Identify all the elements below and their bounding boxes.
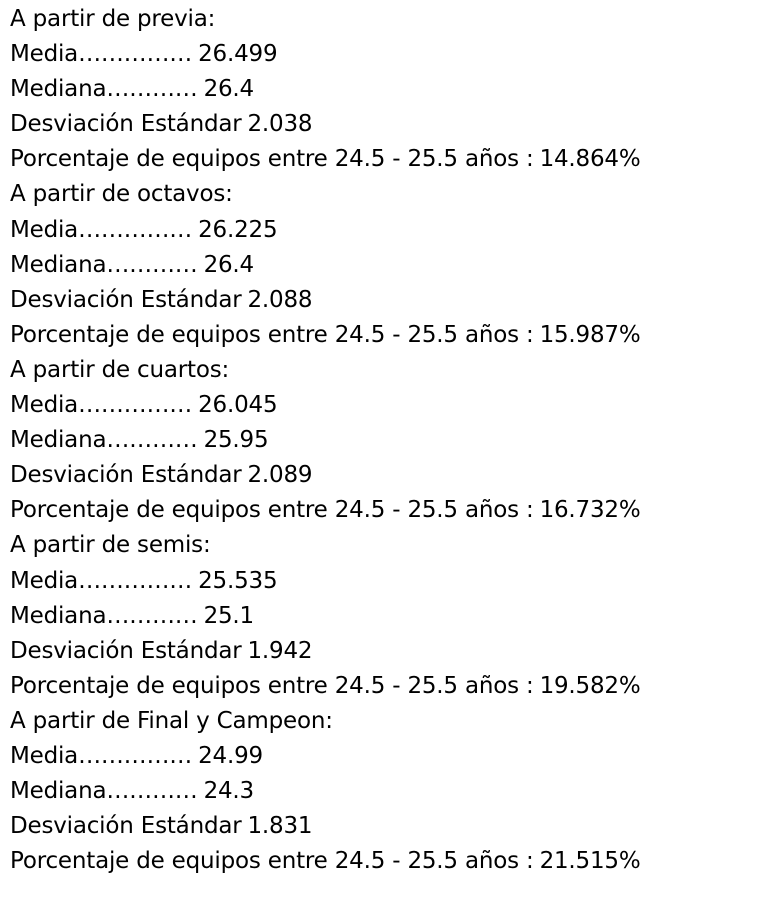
media-row: Media…………… 25.535	[10, 564, 760, 599]
section-heading: A partir de Final y Campeon:	[10, 707, 333, 734]
media-label: Media……………	[10, 742, 193, 769]
media-value: 25.535	[198, 567, 278, 594]
mediana-value: 24.3	[203, 778, 255, 805]
media-label: Media……………	[10, 216, 193, 243]
porcentaje-label: Porcentaje de equipos entre 24.5 - 25.5 …	[10, 321, 534, 348]
section-heading: A partir de previa:	[10, 6, 216, 32]
porcentaje-row: Porcentaje de equipos entre 24.5 - 25.5 …	[10, 669, 760, 704]
section-semis: A partir de semis: Media…………… 25.535 Medi…	[10, 528, 760, 703]
mediana-value: 26.4	[203, 76, 255, 103]
media-row: Media…………… 26.045	[10, 388, 760, 423]
mediana-row: Mediana………… 26.4	[10, 248, 760, 283]
media-value: 26.499	[198, 41, 278, 68]
section-heading: A partir de cuartos:	[10, 356, 230, 383]
desviacion-row: Desviación Estándar 1.942	[10, 634, 760, 669]
mediana-row: Mediana………… 25.1	[10, 599, 760, 634]
section-previa: A partir de previa: Media…………… 26.499 Med…	[10, 2, 760, 177]
porcentaje-value: 15.987%	[539, 321, 641, 348]
media-row: Media…………… 24.99	[10, 739, 760, 774]
desviacion-value: 2.038	[247, 111, 313, 138]
desviacion-value: 1.942	[247, 637, 313, 664]
mediana-row: Mediana………… 25.95	[10, 423, 760, 458]
desviacion-value: 2.088	[247, 286, 313, 313]
porcentaje-label: Porcentaje de equipos entre 24.5 - 25.5 …	[10, 146, 534, 173]
desviacion-row: Desviación Estándar 2.088	[10, 283, 760, 318]
mediana-row: Mediana………… 24.3	[10, 774, 760, 809]
desviacion-label: Desviación Estándar	[10, 462, 242, 489]
mediana-label: Mediana…………	[10, 427, 198, 454]
desviacion-label: Desviación Estándar	[10, 111, 242, 138]
mediana-label: Mediana…………	[10, 602, 198, 629]
mediana-value: 25.95	[203, 427, 269, 454]
mediana-label: Mediana…………	[10, 76, 198, 103]
porcentaje-value: 19.582%	[539, 672, 641, 699]
media-label: Media……………	[10, 567, 193, 594]
desviacion-label: Desviación Estándar	[10, 813, 242, 840]
porcentaje-row: Porcentaje de equipos entre 24.5 - 25.5 …	[10, 142, 760, 177]
porcentaje-value: 21.515%	[539, 848, 641, 875]
desviacion-label: Desviación Estándar	[10, 286, 242, 313]
media-label: Media……………	[10, 41, 193, 68]
mediana-label: Mediana…………	[10, 251, 198, 278]
section-octavos: A partir de octavos: Media…………… 26.225 Me…	[10, 177, 760, 352]
porcentaje-label: Porcentaje de equipos entre 24.5 - 25.5 …	[10, 672, 534, 699]
mediana-value: 25.1	[203, 602, 255, 629]
media-label: Media……………	[10, 392, 193, 419]
porcentaje-label: Porcentaje de equipos entre 24.5 - 25.5 …	[10, 497, 534, 524]
media-value: 24.99	[198, 742, 263, 769]
section-cuartos: A partir de cuartos: Media…………… 26.045 Me…	[10, 353, 760, 528]
desviacion-row: Desviación Estándar 2.089	[10, 458, 760, 493]
section-heading: A partir de semis:	[10, 532, 211, 559]
porcentaje-row: Porcentaje de equipos entre 24.5 - 25.5 …	[10, 318, 760, 353]
desviacion-value: 2.089	[247, 462, 313, 489]
section-final-campeon: A partir de Final y Campeon: Media…………… 2…	[10, 704, 760, 879]
desviacion-row: Desviación Estándar 1.831	[10, 809, 760, 844]
porcentaje-row: Porcentaje de equipos entre 24.5 - 25.5 …	[10, 493, 760, 528]
mediana-row: Mediana………… 26.4	[10, 72, 760, 107]
section-heading: A partir de octavos:	[10, 181, 233, 208]
media-row: Media…………… 26.499	[10, 37, 760, 72]
porcentaje-value: 16.732%	[539, 497, 641, 524]
desviacion-value: 1.831	[247, 813, 313, 840]
porcentaje-row: Porcentaje de equipos entre 24.5 - 25.5 …	[10, 844, 760, 879]
porcentaje-value: 14.864%	[539, 146, 641, 173]
porcentaje-label: Porcentaje de equipos entre 24.5 - 25.5 …	[10, 848, 534, 875]
desviacion-label: Desviación Estándar	[10, 637, 242, 664]
statistics-document: A partir de previa: Media…………… 26.499 Med…	[10, 2, 760, 879]
desviacion-row: Desviación Estándar 2.038	[10, 107, 760, 142]
media-row: Media…………… 26.225	[10, 213, 760, 248]
mediana-label: Mediana…………	[10, 778, 198, 805]
mediana-value: 26.4	[203, 251, 255, 278]
media-value: 26.225	[198, 216, 278, 243]
media-value: 26.045	[198, 392, 278, 419]
